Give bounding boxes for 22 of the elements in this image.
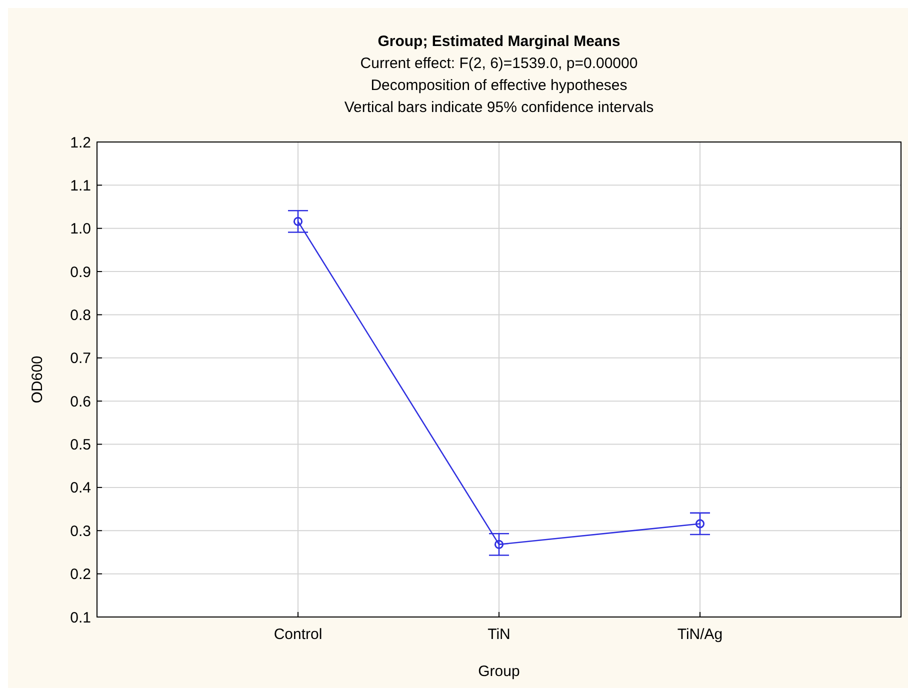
x-axis-title: Group — [478, 663, 520, 680]
x-tick-label: Control — [274, 626, 322, 643]
y-tick-label: 0.7 — [70, 350, 91, 368]
y-tick-label: 0.4 — [70, 480, 91, 497]
y-tick-label: 1.0 — [70, 220, 91, 238]
y-tick-label: 0.9 — [70, 264, 91, 281]
y-tick-label: 0.8 — [70, 306, 91, 324]
point — [494, 540, 504, 550]
y-tick-label: 0.3 — [70, 522, 91, 540]
y-tick-label: 0.2 — [70, 566, 91, 584]
chart-subtitle: Current effect: F(2, 6)=1539.0, p=0.00000 Decomposition of effective hypotheses Vertical bars indicate 95% confidence intervals — [344, 55, 654, 116]
y-tick-label: 0.6 — [70, 393, 91, 410]
chart-title: Group; Estimated Marginal Means — [378, 33, 620, 50]
y-tick-label: 1.1 — [70, 177, 91, 194]
y-tick-label: 0.1 — [70, 609, 91, 626]
y-tick-label: 1.2 — [70, 134, 91, 152]
x-tick-label: TiN — [488, 626, 510, 643]
y-axis-title: OD600 — [29, 356, 46, 404]
point — [293, 216, 303, 226]
y-tick-label: 0.5 — [70, 436, 91, 454]
point — [695, 519, 705, 528]
x-tick-label: TiN/Ag — [677, 626, 723, 643]
